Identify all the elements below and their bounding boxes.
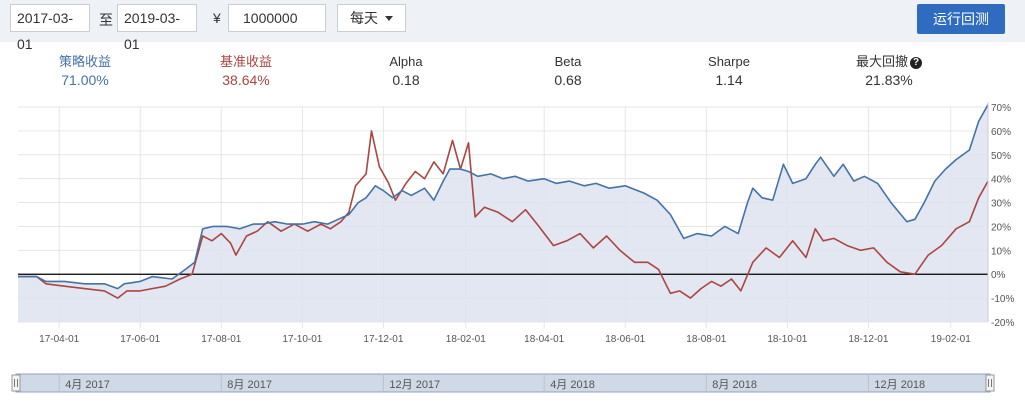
x-tick-label: 18-02-01 bbox=[446, 334, 486, 345]
x-tick-label: 17-08-01 bbox=[201, 334, 241, 345]
y-tick-label: 60% bbox=[991, 127, 1011, 138]
navigator-label: 8月 2018 bbox=[712, 379, 757, 391]
caret-down-icon bbox=[385, 16, 393, 21]
series-layer bbox=[18, 104, 989, 322]
stat-alpha: Alpha 0.18 bbox=[346, 54, 466, 90]
navigator-left-handle[interactable] bbox=[11, 374, 21, 392]
y-tick-label: -10% bbox=[991, 294, 1014, 305]
frequency-value: 每天 bbox=[350, 10, 378, 26]
x-tick-label: 18-04-01 bbox=[524, 334, 564, 345]
end-date-input[interactable]: 2019-03-01 bbox=[117, 4, 197, 52]
y-tick-label: 70% bbox=[991, 103, 1011, 114]
stat-value: 71.00% bbox=[61, 72, 109, 88]
stat-label: 策略收益 bbox=[58, 54, 111, 69]
stat-label: 基准收益 bbox=[219, 54, 272, 69]
navigator-label: 12月 2017 bbox=[389, 379, 440, 391]
x-tick-label: 17-04-01 bbox=[39, 334, 79, 345]
y-axis: 70% 60% 50% 40% 30% 20% 10% 0% -10% -20% bbox=[987, 102, 1014, 329]
navigator-selection[interactable] bbox=[15, 373, 991, 393]
navigator-right-handle[interactable] bbox=[985, 374, 995, 392]
stat-value: 0.68 bbox=[554, 72, 582, 88]
help-icon[interactable]: ? bbox=[910, 57, 922, 69]
stat-beta: Beta 0.68 bbox=[508, 54, 628, 90]
x-tick-label: 18-06-01 bbox=[605, 334, 645, 345]
y-tick-label: 40% bbox=[991, 175, 1011, 186]
stat-label: Alpha bbox=[389, 54, 423, 69]
stat-label: Sharpe bbox=[708, 54, 750, 69]
navigator-label: 8月 2017 bbox=[227, 379, 272, 391]
frequency-select[interactable]: 每天 bbox=[337, 4, 406, 32]
navigator: 4月 2017 8月 2017 12月 2017 4月 2018 8月 2018 12月 … bbox=[11, 373, 995, 393]
x-tick-label: 18-10-01 bbox=[767, 334, 807, 345]
stat-sharpe: Sharpe 1.14 bbox=[669, 54, 789, 90]
x-tick-label: 19-02-01 bbox=[931, 334, 971, 345]
stat-label: 最大回撤? bbox=[829, 54, 949, 70]
strategy-line bbox=[18, 104, 989, 290]
stat-value: 38.64% bbox=[222, 72, 270, 88]
grid bbox=[18, 106, 988, 328]
x-tick-label: 18-08-01 bbox=[686, 334, 726, 345]
stat-value: 21.83% bbox=[865, 72, 913, 88]
x-tick-label: 17-12-01 bbox=[363, 334, 403, 345]
currency-symbol: ¥ bbox=[213, 10, 221, 26]
start-date-input[interactable]: 2017-03-01 bbox=[10, 4, 90, 52]
benchmark-line bbox=[18, 130, 989, 299]
y-tick-label: 0% bbox=[991, 270, 1006, 281]
y-tick-label: 50% bbox=[991, 151, 1011, 162]
capital-input[interactable]: 1000000 bbox=[228, 4, 326, 32]
to-label: 至 bbox=[99, 12, 113, 28]
y-tick-label: 10% bbox=[991, 246, 1011, 257]
navigator-label: 4月 2017 bbox=[65, 379, 110, 391]
stat-value: 1.14 bbox=[715, 72, 743, 88]
toolbar: 2017-03-01 至 2019-03-01 ¥ 1000000 每天 运行回… bbox=[0, 0, 1025, 52]
stat-benchmark-return: 基准收益 38.64% bbox=[186, 54, 306, 90]
stat-label: Beta bbox=[554, 54, 582, 69]
x-tick-label: 18-12-01 bbox=[848, 334, 888, 345]
y-tick-label: 30% bbox=[991, 199, 1011, 210]
y-tick-label: -20% bbox=[991, 318, 1014, 329]
x-axis: 17-04-01 17-06-01 17-08-01 17-10-01 17-12-01… bbox=[39, 334, 971, 345]
stat-strategy-return: 策略收益 71.00% bbox=[25, 54, 145, 90]
stat-value: 0.18 bbox=[392, 72, 420, 88]
stat-label-text: 最大回撤 bbox=[855, 54, 908, 69]
navigator-label: 4月 2018 bbox=[550, 379, 595, 391]
strategy-area bbox=[18, 104, 988, 322]
x-tick-label: 17-06-01 bbox=[120, 334, 160, 345]
y-tick-label: 20% bbox=[991, 222, 1011, 233]
stat-max-drawdown: 最大回撤? 21.83% bbox=[829, 54, 949, 90]
run-backtest-button[interactable]: 运行回测 bbox=[917, 4, 1005, 34]
navigator-track[interactable] bbox=[15, 373, 991, 393]
navigator-label: 12月 2018 bbox=[874, 379, 925, 391]
x-tick-label: 17-10-01 bbox=[282, 334, 322, 345]
